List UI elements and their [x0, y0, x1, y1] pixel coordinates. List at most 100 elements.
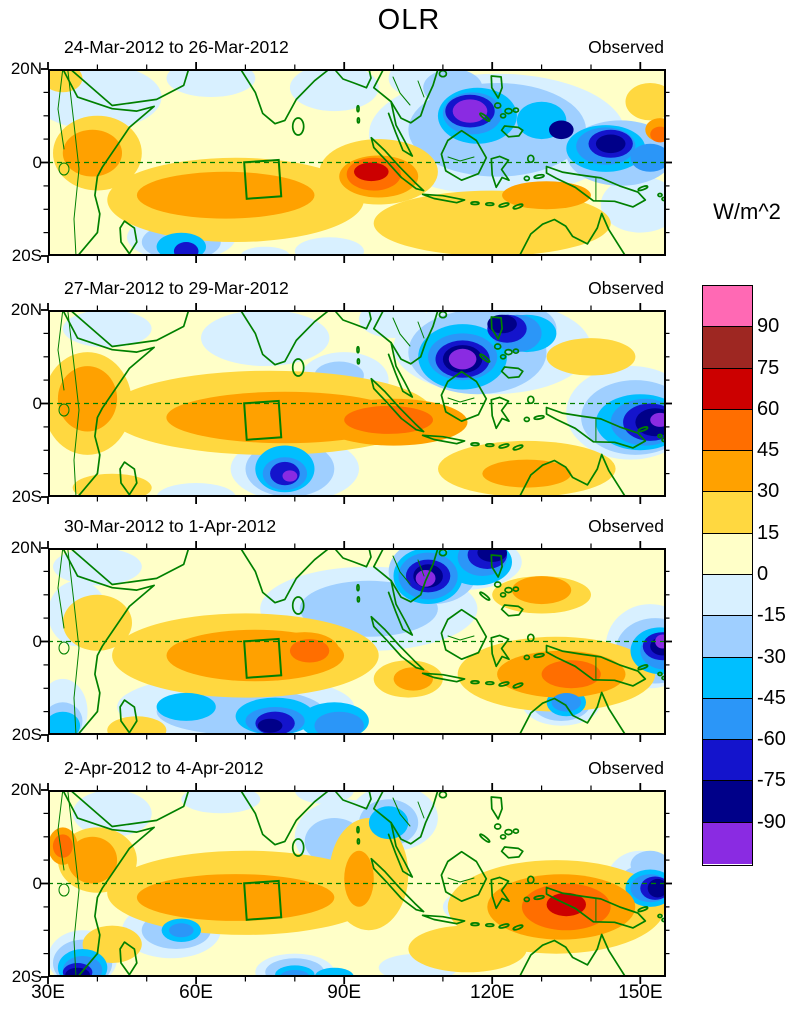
x-axis-label: 60E	[179, 982, 213, 1003]
anomaly-region	[48, 69, 83, 93]
axis-ticks	[41, 62, 672, 263]
anomaly-region	[181, 790, 261, 814]
anomaly-region	[294, 237, 364, 256]
anomaly-region	[415, 570, 436, 587]
panel-1-source-label: Observed	[588, 37, 664, 57]
anomaly-region	[546, 338, 636, 376]
y-axis-label-panel4: 0	[32, 873, 42, 893]
anomaly-region	[166, 69, 256, 97]
anomaly-region	[595, 134, 626, 154]
colorbar	[702, 285, 753, 866]
colorbar-cell	[703, 698, 752, 741]
y-axis-label-panel1: 20S	[11, 246, 42, 265]
anomaly-region	[240, 246, 290, 256]
panel-1-map	[41, 62, 672, 263]
anomaly-region	[53, 548, 142, 586]
panel-4-map	[41, 783, 672, 984]
colorbar-tick-label: 75	[757, 356, 780, 379]
anomaly-region	[650, 412, 665, 427]
colorbar-cell	[703, 781, 752, 823]
anomaly-region	[65, 967, 90, 977]
panel-4-date-range: 2-Apr-2012 to 4-Apr-2012	[64, 758, 264, 778]
y-axis-label-panel2: 0	[32, 393, 42, 413]
anomaly-region	[344, 850, 374, 907]
anomaly-region	[482, 459, 572, 488]
colorbar-cell	[703, 286, 752, 328]
colorbar-cell	[703, 657, 752, 699]
anomaly-region	[630, 143, 665, 172]
x-axis-label: 30E	[31, 982, 65, 1003]
y-axis-label-panel1: 20N	[10, 59, 42, 78]
colorbar-tick-label: 30	[757, 480, 780, 503]
panel-3-map	[41, 541, 672, 742]
anomaly-region	[136, 874, 335, 921]
colorbar-cell	[703, 616, 752, 658]
panel-2-map	[41, 303, 672, 504]
panel-2-source-label: Observed	[588, 278, 664, 298]
panel-3-header: 30-Mar-2012 to 1-Apr-2012 Observed	[48, 516, 666, 540]
anomaly-region	[136, 171, 315, 219]
anomaly-region	[156, 483, 236, 497]
anomaly-region	[600, 176, 665, 233]
colorbar-cell	[703, 574, 752, 617]
y-axis-label-panel3: 0	[32, 631, 42, 651]
anomaly-region	[257, 718, 283, 733]
anomaly-region	[408, 925, 527, 973]
colorbar-tick-label: 45	[757, 439, 780, 462]
panel-4-source-label: Observed	[588, 758, 664, 778]
index-region-box	[243, 158, 283, 200]
colorbar-tick-label: 15	[757, 521, 780, 544]
axis-ticks	[41, 541, 672, 742]
index-region-box	[243, 399, 283, 441]
x-axis-label: 120E	[470, 982, 515, 1003]
anomaly-region	[549, 120, 574, 140]
anomaly-region	[72, 790, 152, 837]
colorbar-cell	[703, 492, 752, 534]
panel-2-date-range: 27-Mar-2012 to 29-Mar-2012	[64, 278, 289, 298]
anomaly-region	[52, 834, 73, 858]
anomaly-region	[541, 660, 601, 689]
anomaly-region	[173, 242, 199, 256]
colorbar-tick-label: 0	[757, 563, 769, 585]
anomaly-region	[650, 126, 665, 143]
colorbar-tick-label: -90	[757, 810, 786, 833]
colorbar-tick-label: -60	[757, 728, 786, 751]
anomaly-region	[62, 310, 152, 348]
colorbar-cell	[703, 533, 752, 575]
y-axis-label-panel2: 20N	[10, 300, 42, 319]
x-axis-label: 90E	[327, 982, 362, 1003]
index-region-box	[243, 637, 283, 679]
anomaly-region	[502, 181, 591, 210]
anomaly-region	[289, 639, 330, 663]
panel-3-date-range: 30-Mar-2012 to 1-Apr-2012	[64, 516, 277, 536]
anomaly-region	[156, 692, 216, 721]
anomaly-region	[294, 790, 354, 804]
y-axis-label-panel4: 20S	[11, 967, 42, 986]
colorbar-units-label: W/m^2	[713, 199, 781, 224]
anomaly-region	[48, 711, 81, 735]
panel-4-header: 2-Apr-2012 to 4-Apr-2012 Observed	[48, 758, 666, 782]
colorbar-cell	[703, 409, 752, 452]
colorbar-tick-label: -45	[757, 686, 786, 709]
anomaly-region	[625, 83, 665, 121]
colorbar-cell	[703, 451, 752, 493]
panel-1-date-range: 24-Mar-2012 to 26-Mar-2012	[64, 37, 289, 57]
y-axis-label-panel3: 20S	[11, 725, 42, 744]
colorbar-tick-label: 90	[757, 315, 780, 338]
anomaly-region	[282, 470, 298, 482]
y-axis-label-panel3: 20N	[10, 538, 42, 557]
panel-3-source-label: Observed	[588, 516, 664, 536]
anomaly-region	[67, 836, 118, 884]
anomaly-region	[314, 711, 364, 735]
anomaly-region	[344, 405, 433, 434]
y-axis-label-panel1: 0	[32, 152, 42, 172]
axis-ticks	[41, 783, 672, 984]
y-axis-label-panel4: 20N	[10, 780, 42, 799]
panel-2-header: 27-Mar-2012 to 29-Mar-2012 Observed	[48, 278, 666, 302]
anomaly-region	[314, 967, 354, 977]
anomaly-region	[169, 923, 194, 938]
anomaly-region	[452, 99, 488, 123]
x-axis-label: 150E	[618, 982, 663, 1003]
anomaly-region	[448, 348, 477, 370]
